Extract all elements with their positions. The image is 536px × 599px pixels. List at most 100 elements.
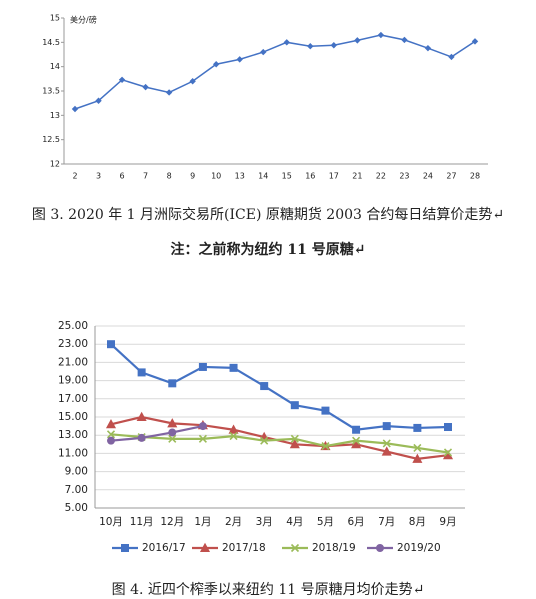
x-tick-label: 16 [305,172,315,181]
x-tick-label: 14 [258,172,268,181]
y-tick-label: 12 [50,160,60,169]
marker [107,340,115,349]
marker [351,439,362,449]
marker [352,436,361,445]
x-tick-label: 22 [376,172,386,181]
y-tick-label: 23.00 [58,338,88,350]
marker [260,436,269,445]
marker [444,423,452,432]
marker [228,424,239,434]
marker [198,434,207,443]
marker [307,43,314,50]
note: 注：之前称为纽约 11 号原糖↵ [171,241,366,258]
marker [290,401,299,410]
marker [136,411,147,421]
x-tick-label: 3 [96,172,101,181]
series-line [110,343,449,431]
y-tick-label: 13.5 [42,87,60,96]
marker [289,439,300,449]
marker [168,379,177,388]
y-tick-label: 5.00 [65,502,88,514]
y-tick-label: 14.5 [42,38,60,47]
x-tick-label: 2月 [225,516,242,528]
x-tick-label: 8月 [409,516,426,528]
marker [424,44,432,52]
marker [212,61,220,68]
marker [137,368,146,377]
y-tick-label: 7.00 [65,484,88,496]
marker [382,439,391,448]
y-tick-label: 9.00 [65,466,88,478]
marker [118,76,126,84]
x-tick-label: 21 [352,172,362,181]
x-tick-label: 15 [282,172,292,181]
x-tick-label: 23 [399,172,409,181]
marker [229,432,238,441]
marker [121,544,129,552]
marker [381,446,392,456]
y-tick-label: 19.00 [58,375,88,387]
marker [107,436,115,445]
x-tick-label: 28 [470,172,480,181]
marker [413,443,422,453]
legend-label: 2017/18 [222,542,266,554]
marker [260,382,269,391]
marker [290,543,300,553]
marker [236,56,243,63]
marker [330,42,338,49]
x-tick-label: 17 [329,172,339,181]
y-tick-label: 11.00 [58,447,88,459]
y-tick-label: 15.00 [58,411,88,423]
legend-label: 2018/19 [312,542,356,554]
caption: 图 3. 2020 年 1 月洲际交易所(ICE) 原糖期货 2003 合约每日… [32,206,504,223]
marker [354,37,361,44]
x-tick-label: 27 [446,172,456,181]
y-tick-label: 13 [50,111,60,120]
x-tick-label: 6 [120,172,125,181]
x-tick-label: 10月 [99,516,123,528]
x-tick-label: 7 [143,172,148,181]
x-tick-label: 9月 [439,516,456,528]
marker [412,453,423,463]
y-tick-label: 25.00 [58,320,88,332]
x-tick-label: 4月 [286,516,303,528]
x-tick-label: 12月 [160,516,184,528]
x-tick-label: 2 [72,172,77,181]
x-tick-label: 1月 [194,516,211,528]
marker [189,78,196,85]
marker [95,97,102,104]
y-tick-label: 14 [50,62,60,71]
marker [106,430,116,439]
marker [443,448,453,457]
y-tick-label: 17.00 [58,393,88,405]
y-tick-label: 21.00 [58,356,88,368]
marker [377,31,385,39]
marker [198,362,207,371]
x-tick-label: 9 [190,172,195,181]
x-tick-label: 10 [211,172,221,181]
marker [137,433,146,442]
series-line [74,34,476,110]
marker [382,422,391,431]
marker [321,442,330,451]
series-line [110,425,204,442]
caption: 图 4. 近四个榨季以来纽约 11 号原糖月均价走势↵ [112,581,425,598]
marker [376,544,384,552]
marker [448,53,455,61]
marker [260,48,267,56]
marker [471,38,479,45]
y-tick-label: 13.00 [58,429,88,441]
marker [71,105,79,113]
marker [168,434,177,443]
marker [142,83,149,91]
marker [165,89,173,96]
y-axis-label: 美分/磅 [70,15,97,25]
x-tick-label: 5月 [317,516,334,528]
y-tick-label: 12.5 [42,135,60,144]
series-line [110,433,449,454]
x-tick-label: 8 [167,172,172,181]
marker [321,406,330,415]
marker [283,39,290,46]
